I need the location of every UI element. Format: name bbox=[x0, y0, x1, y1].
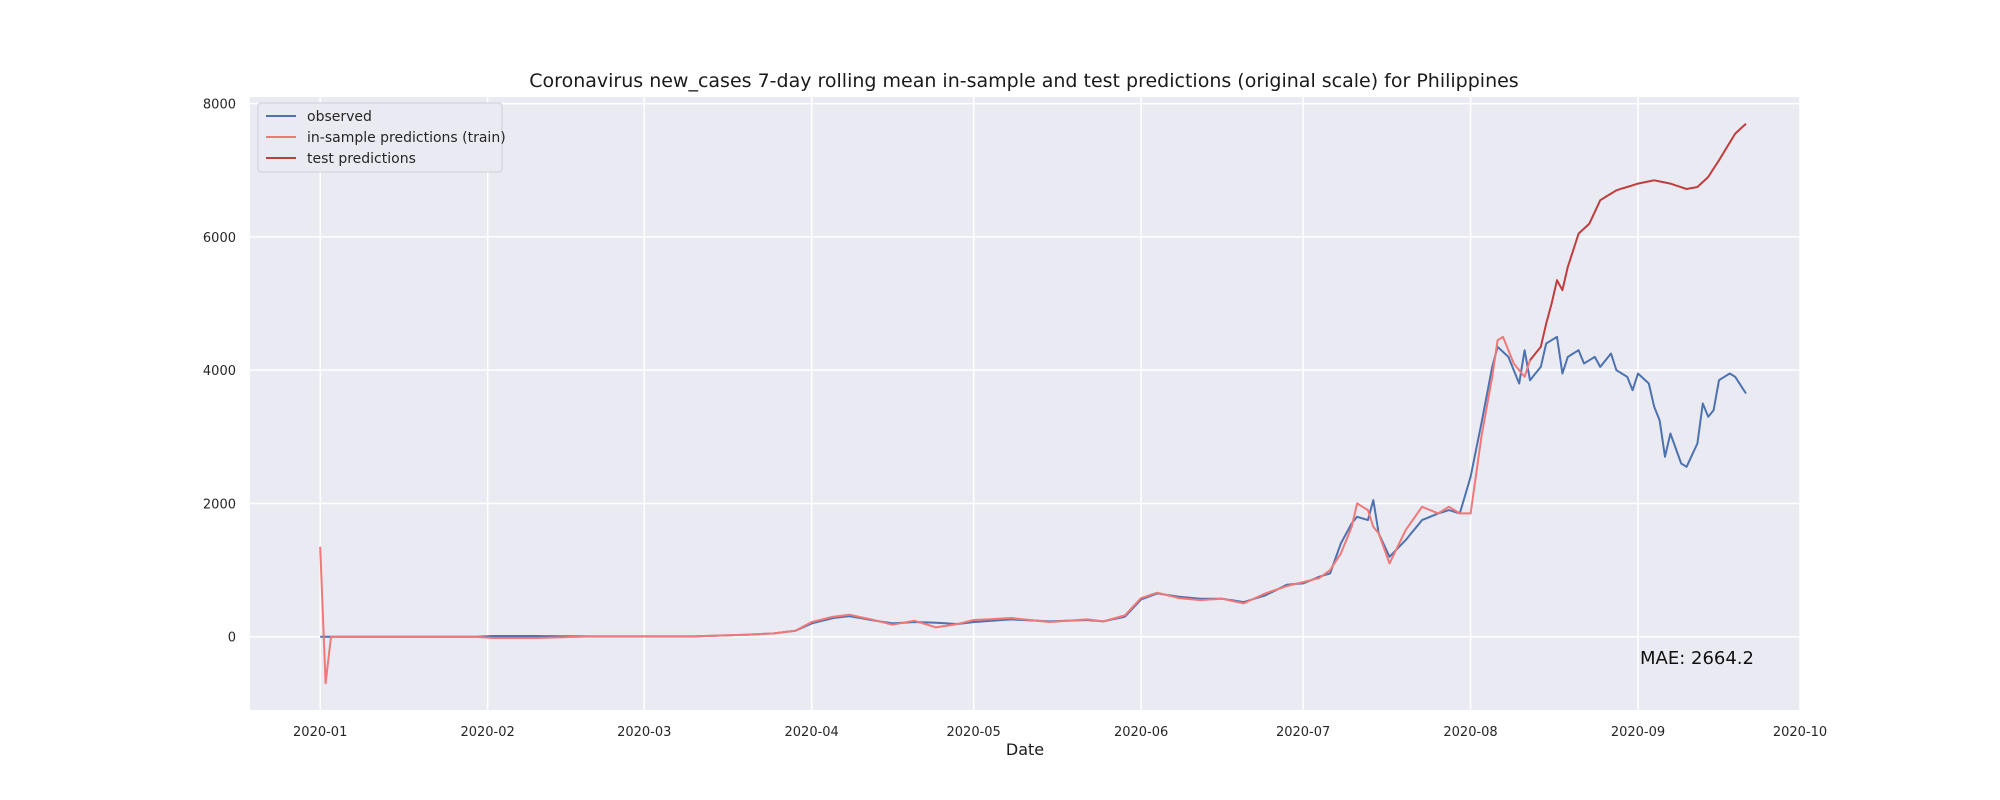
legend: observed in-sample predictions (train) t… bbox=[257, 102, 506, 173]
x-tick-label: 2020-03 bbox=[617, 725, 671, 740]
x-tick-label: 2020-07 bbox=[1276, 725, 1330, 740]
x-tick-label: 2020-09 bbox=[1611, 725, 1665, 740]
y-tick-label: 4000 bbox=[203, 364, 236, 379]
legend-label-observed: observed bbox=[307, 109, 372, 125]
x-axis-label: Date bbox=[1006, 740, 1044, 759]
x-tick-label: 2020-06 bbox=[1114, 725, 1168, 740]
mae-annotation: MAE: 2664.2 bbox=[1640, 648, 1754, 669]
series-test-predictions bbox=[1529, 122, 1747, 361]
x-tick-label: 2020-05 bbox=[947, 725, 1001, 740]
x-tick-label: 2020-10 bbox=[1773, 725, 1827, 740]
x-tick-label: 2020-08 bbox=[1443, 725, 1497, 740]
legend-label-test: test predictions bbox=[307, 151, 416, 167]
series-layer bbox=[319, 122, 1747, 685]
chart-title: Coronavirus new_cases 7-day rolling mean… bbox=[529, 70, 1518, 92]
legend-label-train: in-sample predictions (train) bbox=[307, 130, 506, 146]
x-tick-label: 2020-01 bbox=[293, 725, 347, 740]
y-tick-label: 8000 bbox=[203, 98, 236, 113]
plot-area bbox=[250, 97, 1800, 710]
y-axis: 0 2000 4000 6000 8000 bbox=[203, 98, 236, 646]
y-tick-label: 0 bbox=[228, 631, 236, 646]
x-tick-label: 2020-02 bbox=[460, 725, 514, 740]
x-axis: 2020-01 2020-02 2020-03 2020-04 2020-05 2020-… bbox=[293, 725, 1827, 740]
y-tick-label: 2000 bbox=[203, 497, 236, 512]
y-tick-label: 6000 bbox=[203, 231, 236, 246]
series-train-predictions bbox=[319, 335, 1531, 685]
x-tick-label: 2020-04 bbox=[785, 725, 839, 740]
legend-box bbox=[257, 102, 503, 173]
